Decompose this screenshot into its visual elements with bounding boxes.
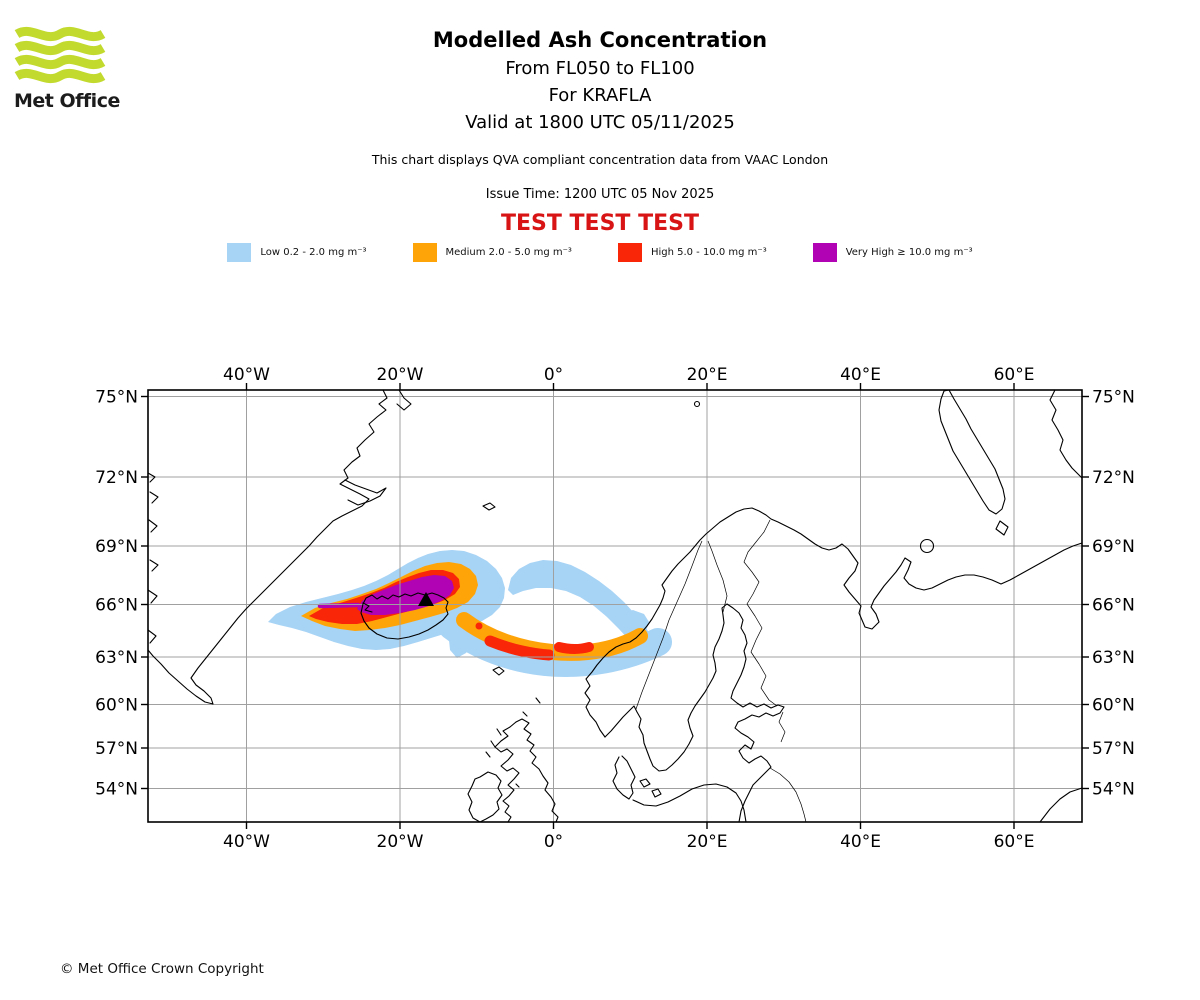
subtitle-valid-time: Valid at 1800 UTC 05/11/2025	[465, 112, 735, 133]
xtick-top: 40°W	[223, 365, 270, 385]
axis-ticks	[141, 383, 1089, 829]
volcano-marker-icon	[418, 592, 434, 606]
ytick-right: 60°N	[1092, 696, 1135, 716]
met-office-logo: Met Office	[14, 24, 124, 112]
coastlines	[147, 389, 1083, 823]
legend-label-low: Low 0.2 - 2.0 mg m⁻³	[260, 247, 367, 258]
ytick-right: 57°N	[1092, 739, 1135, 759]
ytick-left: 75°N	[95, 388, 138, 408]
high-swatch-icon	[617, 243, 642, 262]
logo-wordmark: Met Office	[14, 90, 120, 112]
legend-label-very-high: Very High ≥ 10.0 mg m⁻³	[845, 247, 973, 258]
ytick-left: 72°N	[95, 468, 138, 488]
low-swatch-icon	[227, 243, 252, 262]
page-title: Modelled Ash Concentration	[432, 28, 768, 52]
legend-label-medium: Medium 2.0 - 5.0 mg m⁻³	[445, 247, 572, 258]
ytick-left: 69°N	[95, 537, 138, 557]
qva-description: This chart displays QVA compliant concen…	[371, 152, 829, 167]
very-high-swatch-icon	[812, 243, 837, 262]
medium-swatch-icon	[412, 243, 437, 262]
xtick-bottom: 60°E	[994, 832, 1035, 852]
legend-label-high: High 5.0 - 10.0 mg m⁻³	[650, 247, 767, 258]
ytick-left: 63°N	[95, 648, 138, 668]
legend-item-low: Low 0.2 - 2.0 mg m⁻³	[227, 243, 367, 262]
map-frame	[147, 389, 1083, 823]
ytick-right: 75°N	[1092, 388, 1135, 408]
ytick-left: 66°N	[95, 596, 138, 616]
ytick-left: 57°N	[95, 739, 138, 759]
header: Modelled Ash Concentration From FL050 to…	[0, 28, 1200, 237]
xtick-top: 0°	[544, 365, 563, 385]
xtick-top: 20°E	[687, 365, 728, 385]
map-gridlines	[148, 390, 1082, 822]
xtick-top: 60°E	[994, 365, 1035, 385]
copyright-notice: © Met Office Crown Copyright	[60, 961, 264, 977]
ytick-right: 69°N	[1092, 537, 1135, 557]
ytick-left: 60°N	[95, 696, 138, 716]
xtick-bottom: 20°W	[377, 832, 424, 852]
y-axis-labels-right: 75°N 72°N 69°N 66°N 63°N 60°N 57°N 54°N	[1092, 388, 1135, 800]
met-office-waves-icon	[14, 26, 106, 84]
ytick-left: 54°N	[95, 780, 138, 800]
subtitle-volcano: For KRAFLA	[548, 85, 652, 106]
ytick-right: 72°N	[1092, 468, 1135, 488]
legend-item-medium: Medium 2.0 - 5.0 mg m⁻³	[412, 243, 572, 262]
ytick-right: 54°N	[1092, 780, 1135, 800]
test-banner: TEST TEST TEST	[501, 211, 699, 236]
ytick-right: 66°N	[1092, 596, 1135, 616]
xtick-bottom: 20°E	[687, 832, 728, 852]
legend-item-very-high: Very High ≥ 10.0 mg m⁻³	[812, 243, 973, 262]
issue-time: Issue Time: 1200 UTC 05 Nov 2025	[485, 187, 715, 202]
legend-item-high: High 5.0 - 10.0 mg m⁻³	[617, 243, 767, 262]
subtitle-flight-levels: From FL050 to FL100	[505, 58, 695, 79]
y-axis-labels-left: 75°N 72°N 69°N 66°N 63°N 60°N 57°N 54°N	[95, 388, 138, 800]
legend: Low 0.2 - 2.0 mg m⁻³ Medium 2.0 - 5.0 mg…	[0, 243, 1200, 262]
xtick-bottom: 0°	[544, 832, 563, 852]
xtick-bottom: 40°E	[840, 832, 881, 852]
xtick-top: 40°E	[840, 365, 881, 385]
ytick-right: 63°N	[1092, 648, 1135, 668]
xtick-bottom: 40°W	[223, 832, 270, 852]
x-axis-labels-bottom: 40°W 20°W 0° 20°E 40°E 60°E	[223, 832, 1034, 852]
xtick-top: 20°W	[377, 365, 424, 385]
x-axis-labels-top: 40°W 20°W 0° 20°E 40°E 60°E	[223, 365, 1034, 385]
